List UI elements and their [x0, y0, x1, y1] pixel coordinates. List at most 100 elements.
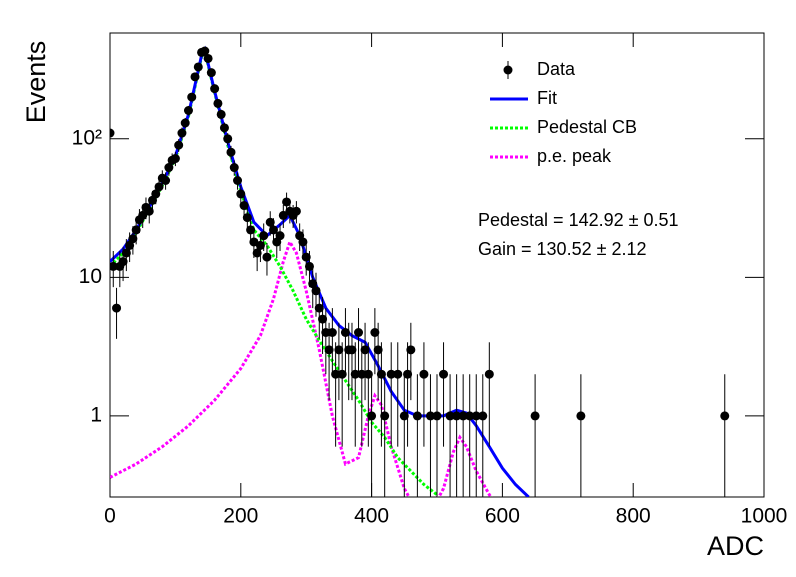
data-point [216, 109, 226, 119]
data-point [350, 369, 360, 379]
data-point [269, 225, 278, 235]
data-point [255, 240, 265, 250]
data-point [110, 261, 118, 271]
y-tick-label: 10 [79, 265, 102, 288]
legend-label: Pedestal CB [537, 117, 637, 137]
data-point [406, 345, 416, 355]
data-point [131, 225, 141, 235]
x-axis-label: ADC [707, 531, 764, 561]
data-point [318, 314, 328, 324]
legend-label: Fit [537, 88, 557, 108]
data-point [363, 369, 373, 379]
data-point [458, 411, 468, 421]
data-point [252, 248, 262, 258]
data-point [360, 345, 370, 355]
data-point [200, 46, 210, 56]
data-point [187, 92, 197, 102]
data-point [128, 234, 138, 244]
data-point [219, 123, 229, 133]
data-point [239, 201, 249, 211]
data-point [419, 369, 429, 379]
y-axis-label: Events [21, 41, 51, 124]
data-point [125, 240, 135, 250]
data-point [229, 163, 239, 173]
data-point [174, 140, 184, 150]
y-tick-label: 1 [90, 403, 102, 426]
data-point [233, 176, 243, 186]
data-point [720, 411, 730, 421]
data-point [530, 411, 540, 421]
data-point [138, 210, 148, 220]
data-point [471, 411, 481, 421]
data-point [380, 411, 390, 421]
data-point [337, 369, 347, 379]
data-point [282, 197, 292, 207]
data-point [262, 252, 272, 262]
data-point [275, 231, 285, 241]
data-point [259, 231, 269, 241]
data-point [246, 225, 256, 235]
legend-label: p.e. peak [537, 146, 612, 166]
data-point [340, 328, 350, 338]
data-point [154, 182, 164, 192]
data-point [439, 369, 449, 379]
data-point [265, 217, 275, 227]
data-point [183, 106, 193, 116]
data-point [112, 303, 122, 313]
data-point [465, 411, 475, 421]
data-point [393, 369, 403, 379]
data-point [373, 345, 383, 355]
data-point [110, 128, 115, 138]
data-point [370, 328, 380, 338]
data-point [311, 286, 321, 296]
data-point [412, 411, 422, 421]
x-tick-label: 0 [104, 505, 116, 528]
data-point [314, 303, 324, 313]
plot-area [110, 45, 730, 497]
x-tick-label: 600 [485, 505, 520, 528]
data-point [223, 134, 233, 144]
data-point [180, 118, 190, 128]
data-point [357, 369, 367, 379]
data-point [445, 411, 455, 421]
data-point [304, 261, 314, 271]
data-point [354, 328, 364, 338]
data-point [144, 206, 154, 216]
data-point [170, 154, 180, 164]
data-point [177, 128, 187, 138]
data-point [161, 176, 171, 186]
data-point [193, 62, 203, 72]
data-point [164, 163, 174, 173]
y-tick-label: 10² [72, 126, 102, 149]
data-point [403, 369, 413, 379]
data-point [210, 84, 220, 94]
data-point [121, 248, 131, 258]
data-point [432, 411, 442, 421]
data-point [206, 68, 216, 78]
data-point [324, 345, 334, 355]
data-point [308, 279, 318, 289]
data-point [203, 53, 213, 63]
data-point [386, 369, 396, 379]
data-point [376, 369, 386, 379]
x-tick-label: 400 [354, 505, 389, 528]
x-tick-label: 800 [616, 505, 651, 528]
data-point [367, 411, 377, 421]
annotation: Gain = 130.52 ± 2.12 [478, 239, 647, 259]
data-point [242, 213, 252, 223]
data-point [576, 411, 586, 421]
data-point [399, 411, 409, 421]
data-point [151, 189, 161, 199]
data-point [321, 328, 331, 338]
data-point [213, 98, 223, 108]
data-point [331, 369, 341, 379]
data-point [452, 411, 462, 421]
data-point [226, 147, 236, 157]
data-point [301, 252, 311, 262]
fit-curve [110, 238, 493, 497]
data-point [236, 189, 246, 199]
legend-label: Data [537, 59, 576, 79]
annotation: Pedestal = 142.92 ± 0.51 [478, 210, 679, 230]
data-point [484, 369, 494, 379]
